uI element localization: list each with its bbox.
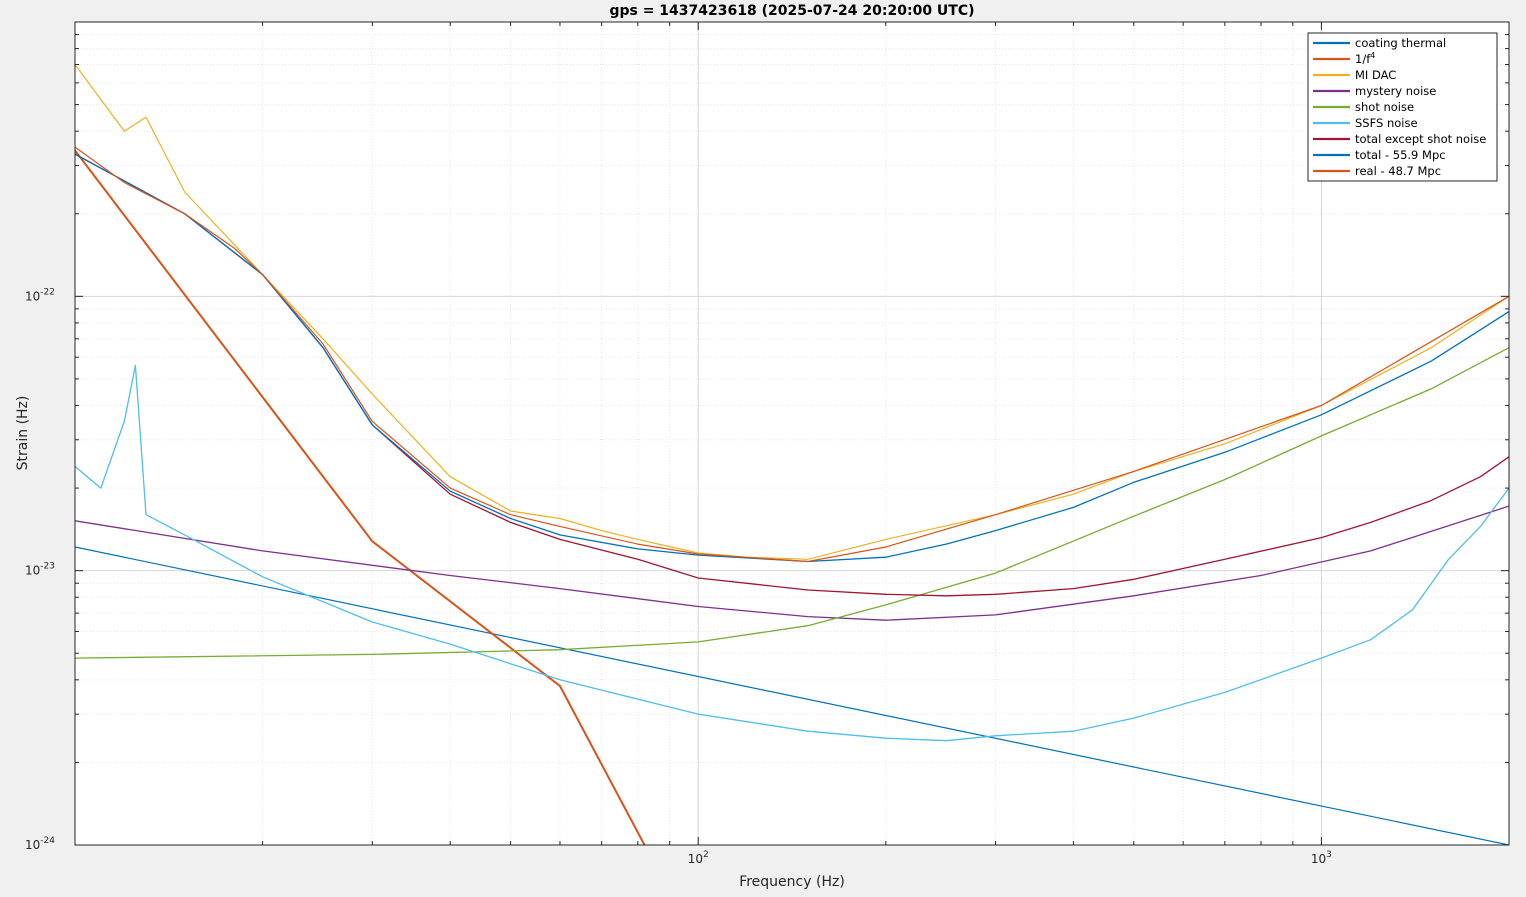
x-axis-label: Frequency (Hz) [739, 874, 845, 890]
series-line-1 [75, 149, 646, 845]
chart-title: gps = 1437423618 (2025-07-24 20:20:00 UT… [609, 3, 974, 19]
legend-entry: real - 48.7 Mpc [1355, 164, 1441, 178]
legend-entry: total except shot noise [1355, 132, 1486, 146]
y-tick-label: 10-24 [25, 836, 55, 852]
legend-entry: coating thermal [1355, 36, 1446, 50]
legend-entry: shot noise [1355, 100, 1414, 114]
plot-frame [74, 21, 1510, 846]
legend-entry: mystery noise [1355, 84, 1436, 98]
series-layer [75, 64, 1509, 845]
x-tick-label: 103 [1311, 850, 1332, 866]
y-tick-label: 10-23 [25, 562, 55, 578]
series-line-8 [75, 146, 1509, 563]
grid [75, 22, 1509, 845]
y-tick-label: 10-22 [25, 287, 55, 303]
legend-entry: SSFS noise [1355, 116, 1418, 130]
legend-entry: 1/f4 [1355, 51, 1375, 66]
plot-area [75, 22, 1509, 845]
series-line-3 [75, 505, 1509, 621]
series-line-0 [75, 546, 1509, 845]
ticks: 102 103 10-24 10-23 10-22 [25, 22, 1509, 866]
legend-entry: total - 55.9 Mpc [1355, 148, 1446, 162]
series-line-2 [75, 64, 1509, 560]
series-line-4 [75, 347, 1509, 659]
series-line-5 [75, 364, 1509, 742]
y-axis-label: Strain (Hz) [15, 396, 31, 471]
legend-entry: MI DAC [1355, 68, 1396, 82]
x-tick-label: 102 [688, 850, 709, 866]
